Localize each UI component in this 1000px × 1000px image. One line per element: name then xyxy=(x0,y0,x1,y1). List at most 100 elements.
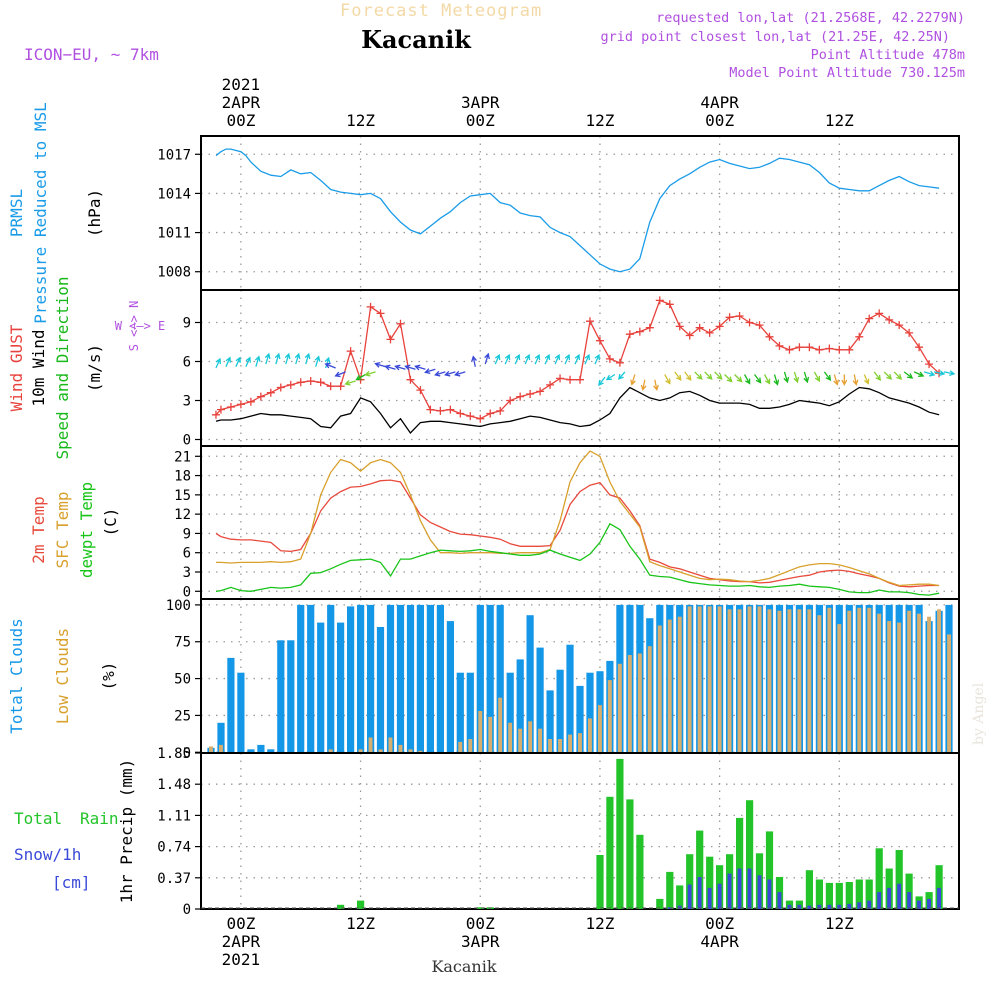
bar-0 xyxy=(526,615,534,753)
wind-direction-arrow xyxy=(384,364,396,371)
y-tick-label: 1011 xyxy=(157,226,191,242)
gust-marker xyxy=(615,358,624,367)
bar-0 xyxy=(237,672,245,753)
bar-1 xyxy=(408,749,413,753)
wind-direction-arrow xyxy=(394,364,406,371)
wind-direction-arrow xyxy=(564,353,571,365)
grid-coords: grid point closest lon,lat (21.25E, 42.2… xyxy=(601,29,951,45)
bar-1 xyxy=(358,749,363,753)
bottom-time-label: 12Z xyxy=(346,914,375,933)
wind-direction-arrow xyxy=(594,353,601,365)
wind-direction-arrow xyxy=(883,371,893,380)
wind-direction-arrow xyxy=(374,362,386,368)
bar-1 xyxy=(767,609,772,753)
panel-3: 0 25 50 75 100 xyxy=(166,598,960,761)
top-time-label: 00Z xyxy=(466,111,495,130)
bar-0 xyxy=(376,627,385,753)
bar-0 xyxy=(825,882,833,909)
gust-marker xyxy=(316,378,325,387)
bar-0 xyxy=(436,604,444,753)
wind-direction-arrow xyxy=(863,374,870,385)
bar-1 xyxy=(707,606,712,753)
bar-0 xyxy=(666,871,674,909)
temp-unit: (C) xyxy=(101,508,120,537)
y-tick-label: 9 xyxy=(183,316,191,332)
wind-direction-arrow xyxy=(783,371,790,384)
bar-0 xyxy=(865,879,873,909)
panel-frame xyxy=(200,135,960,291)
wind-direction-arrow xyxy=(584,353,591,365)
bar-1 xyxy=(697,606,702,753)
bar-1 xyxy=(458,741,463,753)
wind-direction-arrow xyxy=(823,371,832,381)
wind-direction-arrow xyxy=(294,352,301,365)
bar-1 xyxy=(508,722,513,753)
bar-1 xyxy=(528,721,533,753)
bar-0 xyxy=(636,834,644,909)
y-tick-label: 3 xyxy=(183,565,191,581)
gust-marker xyxy=(605,354,614,363)
panel-0: 1008 1011 1014 1017 xyxy=(157,135,960,291)
bar-1 xyxy=(637,653,642,753)
gust-marker xyxy=(865,314,874,323)
bar-0 xyxy=(337,622,345,753)
series-line-1 xyxy=(216,450,940,587)
wind-direction-arrow xyxy=(754,374,762,384)
bottom-time-label: 3APR xyxy=(461,932,500,951)
wind-direction-arrow xyxy=(653,379,659,392)
gust-marker xyxy=(276,383,285,392)
location-title: Kacanik xyxy=(361,25,472,54)
bar-0 xyxy=(676,885,684,909)
wind-direction-arrow xyxy=(574,353,581,365)
wind-direction-arrow xyxy=(903,371,914,379)
bottom-time-label: 00Z xyxy=(466,914,495,933)
wind-direction-arrow xyxy=(264,352,271,365)
bar-1 xyxy=(887,621,892,753)
wind-direction-arrow xyxy=(933,370,946,377)
bar-1 xyxy=(907,610,912,753)
y-tick-label: 21 xyxy=(174,449,191,465)
series-line-1 xyxy=(215,386,940,435)
gust-marker xyxy=(216,405,225,414)
bar-1 xyxy=(917,613,921,753)
gust-marker xyxy=(815,345,824,354)
gust-marker xyxy=(346,347,355,356)
gust-marker xyxy=(775,341,784,350)
y-tick-label: 1014 xyxy=(157,186,191,202)
gust-marker xyxy=(645,323,654,332)
gust-marker xyxy=(556,374,565,383)
gust-marker xyxy=(705,328,714,337)
y-tick-label: 1.11 xyxy=(157,808,191,824)
bar-1 xyxy=(468,739,473,753)
top-time-label: 00Z xyxy=(226,111,255,130)
snow-label: Snow/1h xyxy=(14,845,81,864)
wind-direction-arrow xyxy=(534,353,541,365)
bar-1 xyxy=(209,746,213,753)
bar-1 xyxy=(877,892,882,909)
bar-1 xyxy=(388,737,393,753)
bar-1 xyxy=(847,903,852,909)
wind-direction-arrow xyxy=(444,370,456,377)
gust-marker xyxy=(875,309,884,318)
wind-direction-arrow xyxy=(544,353,551,365)
bar-1 xyxy=(717,883,722,909)
bar-1 xyxy=(568,734,572,753)
bar-1 xyxy=(937,887,941,909)
bar-1 xyxy=(378,749,383,753)
bar-0 xyxy=(706,856,714,909)
bar-0 xyxy=(546,690,554,753)
bar-1 xyxy=(857,607,862,753)
top-time-label: 12Z xyxy=(585,111,614,130)
bar-0 xyxy=(746,800,754,909)
gust-marker xyxy=(835,345,844,354)
gust-marker xyxy=(226,403,235,411)
gust-marker xyxy=(436,406,445,415)
direction-label: Speed and Direction xyxy=(53,276,72,459)
bar-1 xyxy=(667,907,672,909)
bar-1 xyxy=(538,728,542,753)
bar-0 xyxy=(486,604,494,753)
bar-0 xyxy=(815,879,823,909)
gust-marker xyxy=(366,302,375,311)
